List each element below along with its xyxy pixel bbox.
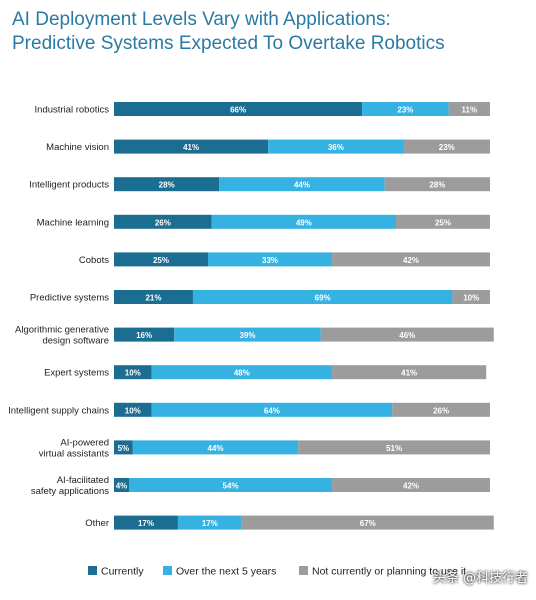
bar-algorithmic-generative-design-software-currently (114, 327, 175, 342)
data-label-expert-systems-not-currently-or-planning-to-use-it: 41% (401, 369, 417, 378)
data-label-intelligent-supply-chains-currently: 10% (125, 406, 141, 415)
bar-predictive-systems-not-currently-or-planning-to-use-it (452, 290, 490, 304)
data-label-intelligent-products-over-the-next-5-years: 44% (294, 181, 310, 190)
bar-ai-facilitated-safety-applications-currently (114, 478, 130, 492)
data-label-ai-facilitated-safety-applications-not-currently-or-planning-to-use-it: 42% (403, 482, 419, 491)
data-label-algorithmic-generative-design-software-over-the-next-5-years: 39% (239, 331, 255, 340)
bar-machine-learning-currently (114, 214, 212, 229)
bar-predictive-systems-over-the-next-5-years (192, 290, 453, 304)
data-label-machine-learning-currently: 26% (155, 218, 171, 227)
bar-intelligent-products-over-the-next-5-years (219, 177, 385, 192)
data-label-machine-vision-not-currently-or-planning-to-use-it: 23% (439, 143, 455, 152)
category-label-intelligent-products: Intelligent products (29, 180, 109, 191)
bar-ai-powered-virtual-assistants-not-currently-or-planning-to-use-it (298, 440, 490, 455)
data-label-industrial-robotics-not-currently-or-planning-to-use-it: 11% (462, 106, 478, 115)
bar-intelligent-supply-chains-over-the-next-5-years (151, 402, 393, 417)
data-label-intelligent-supply-chains-over-the-next-5-years: 64% (264, 406, 280, 415)
legend-label-over-the-next-5-years: Over the next 5 years (176, 566, 276, 578)
bar-machine-vision-not-currently-or-planning-to-use-it (403, 139, 490, 154)
data-label-ai-facilitated-safety-applications-over-the-next-5-years: 54% (223, 482, 239, 491)
category-label-predictive-systems: Predictive systems (30, 293, 109, 304)
category-label-ai-powered-virtual-assistants: AI-powered virtual assistants (39, 437, 109, 459)
watermark: 头条 @科技行者 (432, 571, 528, 586)
data-label-ai-powered-virtual-assistants-over-the-next-5-years: 44% (208, 444, 224, 453)
data-label-intelligent-products-currently: 28% (159, 181, 175, 190)
bar-ai-powered-virtual-assistants-over-the-next-5-years (132, 440, 299, 455)
data-label-other-over-the-next-5-years: 17% (202, 519, 218, 528)
category-label-industrial-robotics: Industrial robotics (35, 105, 110, 116)
bar-intelligent-supply-chains-currently (114, 402, 152, 417)
data-label-other-not-currently-or-planning-to-use-it: 67% (360, 519, 376, 528)
data-label-predictive-systems-not-currently-or-planning-to-use-it: 10% (463, 294, 479, 303)
data-label-algorithmic-generative-design-software-currently: 16% (136, 331, 152, 340)
bar-other-currently (114, 515, 178, 530)
legend-label-not-currently-or-planning-to-use-it: Not currently or planning to use it (312, 566, 466, 578)
bar-predictive-systems-currently (114, 290, 193, 304)
data-label-industrial-robotics-currently: 66% (230, 106, 246, 115)
data-label-machine-learning-not-currently-or-planning-to-use-it: 25% (435, 218, 451, 227)
category-label-expert-systems: Expert systems (44, 368, 109, 379)
chart-title: AI Deployment Levels Vary with Applicati… (12, 8, 527, 56)
bar-ai-powered-virtual-assistants-currently (114, 440, 133, 455)
data-label-algorithmic-generative-design-software-not-currently-or-planning-to-use-it: 46% (399, 331, 415, 340)
data-label-ai-facilitated-safety-applications-currently: 4% (116, 482, 128, 491)
data-label-machine-vision-over-the-next-5-years: 36% (328, 143, 344, 152)
bar-machine-learning-not-currently-or-planning-to-use-it (396, 214, 490, 229)
legend-label-currently: Currently (101, 566, 144, 578)
data-label-machine-learning-over-the-next-5-years: 49% (296, 218, 312, 227)
bar-ai-facilitated-safety-applications-over-the-next-5-years (129, 478, 333, 492)
data-label-cobots-not-currently-or-planning-to-use-it: 42% (403, 256, 419, 265)
data-label-expert-systems-currently: 10% (125, 369, 141, 378)
data-label-cobots-currently: 25% (153, 256, 169, 265)
data-label-other-currently: 17% (138, 519, 154, 528)
bar-expert-systems-currently (114, 365, 152, 380)
data-label-machine-vision-currently: 41% (183, 143, 199, 152)
bar-machine-vision-over-the-next-5-years (268, 139, 404, 154)
bar-algorithmic-generative-design-software-over-the-next-5-years (174, 327, 321, 342)
bar-industrial-robotics-over-the-next-5-years (362, 102, 449, 116)
category-label-other: Other (85, 518, 109, 529)
data-label-industrial-robotics-over-the-next-5-years: 23% (397, 106, 413, 115)
bar-intelligent-products-currently (114, 177, 220, 192)
data-label-predictive-systems-over-the-next-5-years: 69% (315, 294, 331, 303)
bar-machine-vision-currently (114, 139, 269, 154)
bar-machine-learning-over-the-next-5-years (211, 214, 396, 229)
bar-ai-facilitated-safety-applications-not-currently-or-planning-to-use-it (332, 478, 490, 492)
bar-other-over-the-next-5-years (177, 515, 242, 530)
bar-industrial-robotics-not-currently-or-planning-to-use-it (448, 102, 490, 116)
category-label-intelligent-supply-chains: Intelligent supply chains (8, 405, 109, 416)
data-label-ai-powered-virtual-assistants-currently: 5% (118, 444, 130, 453)
data-label-cobots-over-the-next-5-years: 33% (262, 256, 278, 265)
data-label-ai-powered-virtual-assistants-not-currently-or-planning-to-use-it: 51% (386, 444, 402, 453)
data-label-predictive-systems-currently: 21% (145, 294, 161, 303)
category-label-algorithmic-generative-design-software: Algorithmic generative design software (15, 325, 109, 347)
category-label-ai-facilitated-safety-applications: AI-facilitated safety applications (31, 475, 109, 497)
bar-cobots-over-the-next-5-years (208, 252, 333, 267)
bar-cobots-not-currently-or-planning-to-use-it (332, 252, 490, 267)
legend-swatch-over-the-next-5-years (163, 566, 172, 575)
title-line-1: AI Deployment Levels Vary with Applicati… (12, 9, 391, 30)
legend-swatch-not-currently-or-planning-to-use-it (299, 566, 308, 575)
data-label-intelligent-products-not-currently-or-planning-to-use-it: 28% (429, 181, 445, 190)
category-label-machine-learning: Machine learning (37, 217, 109, 228)
bar-algorithmic-generative-design-software-not-currently-or-planning-to-use-it (320, 327, 494, 342)
legend-swatch-currently (88, 566, 97, 575)
bar-intelligent-supply-chains-not-currently-or-planning-to-use-it (392, 402, 490, 417)
category-label-machine-vision: Machine vision (46, 142, 109, 153)
bar-expert-systems-not-currently-or-planning-to-use-it (332, 365, 487, 380)
title-line-2: Predictive Systems Expected To Overtake … (12, 33, 445, 54)
bar-expert-systems-over-the-next-5-years (151, 365, 333, 380)
data-label-intelligent-supply-chains-not-currently-or-planning-to-use-it: 26% (433, 406, 449, 415)
bar-intelligent-products-not-currently-or-planning-to-use-it (384, 177, 490, 192)
bar-other-not-currently-or-planning-to-use-it (241, 515, 494, 530)
data-label-expert-systems-over-the-next-5-years: 48% (234, 369, 250, 378)
bar-industrial-robotics-currently (114, 102, 363, 116)
bar-cobots-currently (114, 252, 208, 267)
category-label-cobots: Cobots (79, 255, 109, 266)
